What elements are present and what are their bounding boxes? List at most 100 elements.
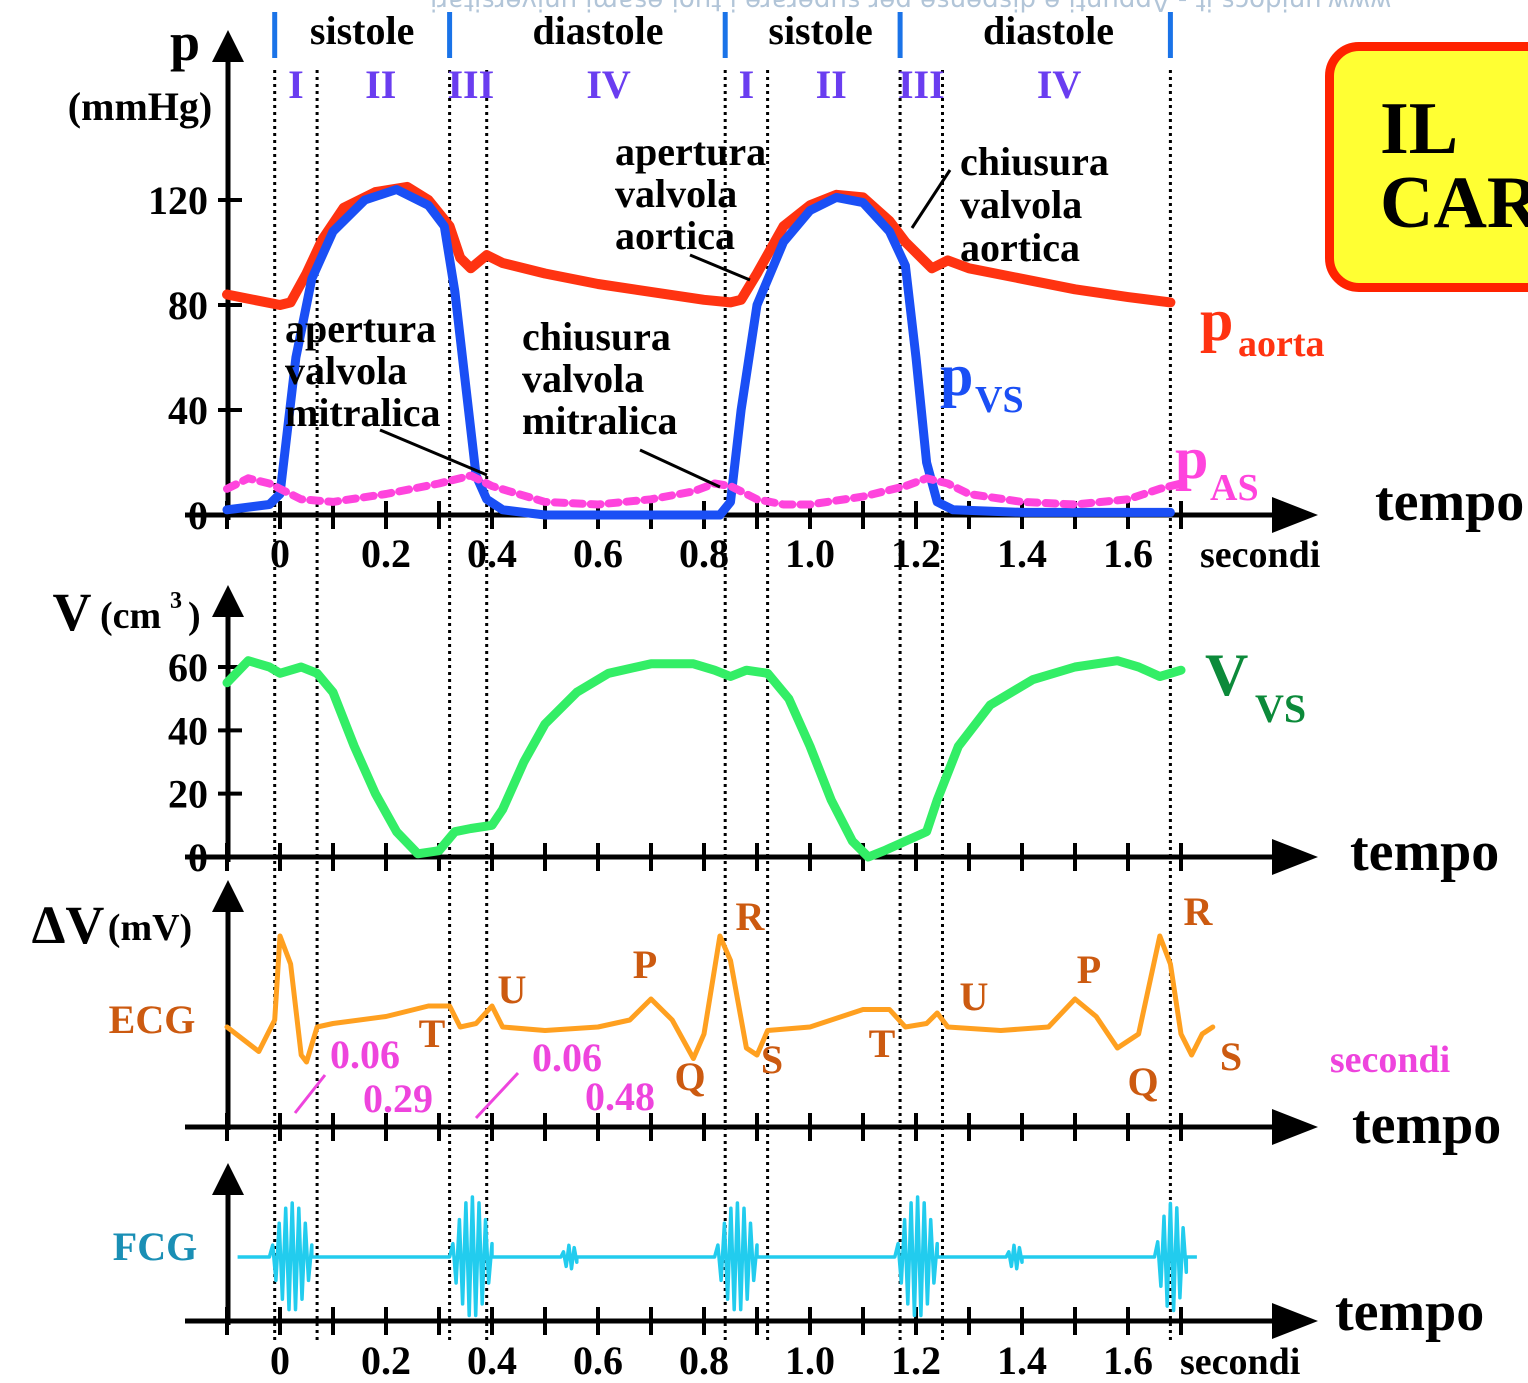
title-text: IL CAR: [1380, 88, 1528, 244]
annotation-apertura-mitralica: apertura: [285, 306, 436, 351]
x-tick-label: 0.8: [679, 1338, 729, 1383]
x-tick-label: 0: [270, 531, 290, 576]
annotation-apertura-aortica: aortica: [615, 213, 735, 258]
series-label-p-vs: p: [940, 342, 973, 408]
ecg-wave-label: R: [1184, 889, 1214, 934]
phase-roman-numeral: IV: [1037, 62, 1082, 107]
y-axis-unit: (cm: [100, 595, 161, 637]
y-axis-title: ΔV: [32, 895, 105, 955]
interval-unit: secondi: [1330, 1039, 1450, 1081]
y-axis-title: V: [53, 582, 92, 642]
annotation-chiusura-mitralica: valvola: [522, 356, 644, 401]
annotation-chiusura-aortica: aortica: [960, 225, 1080, 270]
x-axis-title: tempo: [1352, 1094, 1501, 1156]
y-axis-unit: (mmHg): [68, 84, 212, 129]
phase-roman-numeral: III: [447, 62, 494, 107]
series-fcg: [237, 1195, 1197, 1318]
annotation-leader: [689, 253, 751, 282]
series-v-vs: [222, 656, 1186, 862]
series-subscript-v-vs: VS: [1255, 686, 1306, 731]
x-axis-arrow: [1272, 1109, 1318, 1145]
annotation-chiusura-aortica: chiusura: [960, 139, 1109, 184]
title-box: [1325, 42, 1528, 292]
y-tick-label: 0: [188, 493, 208, 538]
y-axis-unit-superscript: 3: [170, 588, 182, 614]
phase-label: diastole: [532, 8, 663, 53]
x-tick-label: 0.4: [467, 531, 517, 576]
interval-label-top: 0.06: [532, 1035, 602, 1080]
series-subscript-aorta: aorta: [1238, 323, 1325, 365]
phase-roman-numeral: III: [898, 62, 945, 107]
series-label-p-as: p: [1175, 425, 1208, 491]
x-tick-label: 0.8: [679, 531, 729, 576]
ecg-wave-label: P: [1077, 947, 1101, 992]
interval-label-bottom: 0.48: [585, 1074, 655, 1119]
x-axis-title: tempo: [1375, 471, 1524, 533]
annotation-apertura-aortica: valvola: [615, 171, 737, 216]
phase-roman-numeral: II: [365, 62, 396, 107]
y-axis-arrow: [212, 585, 244, 617]
interval-leader: [293, 1074, 327, 1114]
ecg-wave-label: S: [1220, 1034, 1242, 1079]
y-axis-arrow: [212, 1163, 244, 1195]
x-tick-label: 1.0: [785, 531, 835, 576]
annotation-chiusura-mitralica: mitralica: [522, 398, 678, 443]
x-axis-arrow: [1272, 1303, 1318, 1339]
ecg-wave-label: P: [633, 942, 657, 987]
x-tick-label: 1.6: [1103, 531, 1153, 576]
phase-label: diastole: [983, 8, 1114, 53]
x-tick-label: 0.2: [361, 531, 411, 576]
pressure-panel: 0 40 80 120 0 0.2 0.4 0.6 0.8 1.0 1.2 1.4 1.6 p (mmHg)…: [68, 12, 1525, 576]
x-tick-label: 1.2: [891, 1338, 941, 1383]
annotation-chiusura-aortica: valvola: [960, 182, 1082, 227]
series-ecg: [224, 933, 1216, 1065]
x-tick-label: 1.2: [891, 531, 941, 576]
y-tick-label: 60: [168, 645, 208, 690]
y-axis-arrow: [212, 30, 244, 62]
phase-roman-numeral: I: [288, 62, 304, 107]
series-label-ecg: ECG: [109, 997, 196, 1042]
interval-leader: [474, 1071, 520, 1120]
x-tick-label: 0.6: [573, 1338, 623, 1383]
y-tick-label: 80: [168, 283, 208, 328]
y-tick-label: 120: [148, 178, 208, 223]
y-tick-label: 40: [168, 708, 208, 753]
y-axis-unit: (mV): [108, 907, 192, 949]
ecg-wave-label: R: [736, 894, 766, 939]
annotation-apertura-mitralica: mitralica: [285, 390, 441, 435]
x-tick-label: 1.4: [997, 531, 1047, 576]
ecg-wave-label: Q: [674, 1054, 705, 1099]
series-label-v-vs: V: [1205, 642, 1248, 708]
series-label-fcg: FCG: [113, 1224, 197, 1269]
ecg-wave-label: U: [498, 967, 527, 1012]
x-tick-label: 0.6: [573, 531, 623, 576]
interval-label-top: 0.06: [330, 1032, 400, 1077]
annotation-leader: [910, 169, 952, 229]
x-tick-label: 0.2: [361, 1338, 411, 1383]
phase-label: sistole: [310, 8, 414, 53]
y-tick-label: 40: [168, 388, 208, 433]
ecg-wave-label: U: [960, 974, 989, 1019]
phase-roman-numeral: I: [739, 62, 755, 107]
series-p-vs: [222, 185, 1175, 520]
x-tick-label: 0.4: [467, 1338, 517, 1383]
series-subscript-vs: VS: [975, 379, 1024, 421]
x-tick-label: 1.0: [785, 1338, 835, 1383]
annotation-leader: [639, 448, 721, 489]
fcg-panel: 0 0.2 0.4 0.6 0.8 1.0 1.2 1.4 1.6 FCG tempo secondi: [113, 1163, 1484, 1383]
x-axis-title: tempo: [1335, 1281, 1484, 1343]
interval-label-bottom: 0.29: [363, 1076, 433, 1121]
x-axis-title: tempo: [1350, 821, 1499, 883]
x-axis-arrow: [1272, 839, 1318, 875]
ecg-wave-label: T: [419, 1011, 446, 1056]
y-tick-label: 20: [168, 772, 208, 817]
x-tick-label: 1.6: [1103, 1338, 1153, 1383]
y-tick-label: 0: [188, 835, 208, 880]
y-axis-unit-close: ): [188, 595, 201, 637]
x-tick-label: 1.4: [997, 1338, 1047, 1383]
annotation-apertura-aortica: apertura: [615, 129, 766, 174]
series-subscript-as: AS: [1210, 467, 1259, 509]
